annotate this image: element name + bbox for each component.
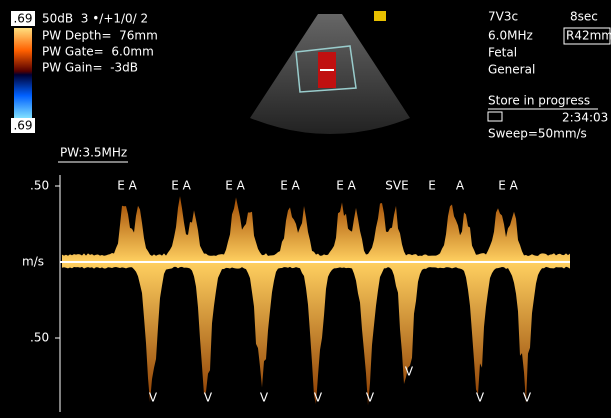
preset: Fetal (488, 46, 517, 60)
event-label: V (314, 391, 323, 405)
sweep: Sweep=50mm/s (488, 127, 587, 141)
clock: 2:34:03 (562, 111, 608, 125)
event-label: V (405, 365, 414, 379)
reverse-flow (62, 262, 570, 405)
store-icon (488, 112, 502, 121)
event-label: E A (498, 179, 518, 193)
event-label: E A (280, 179, 300, 193)
event-label: V (149, 391, 158, 405)
event-label: SVE (385, 179, 408, 193)
event-label: E A (171, 179, 191, 193)
axis-label: .50 (30, 179, 49, 193)
event-label: V (366, 391, 375, 405)
forward-flow (62, 196, 570, 262)
spectral-trace (62, 196, 570, 405)
setting-line: PW Gain= -3dB (42, 61, 138, 75)
setting-line: PW Gate= 6.0mm (42, 45, 154, 59)
mode: PW:3.5MHz (60, 146, 127, 160)
event-label: A (456, 179, 465, 193)
scale-top: .69 (13, 12, 32, 26)
axis-label: .50 (30, 331, 49, 345)
event-label: E A (225, 179, 245, 193)
scale-bottom: .69 (13, 119, 32, 133)
event-label: E A (117, 179, 137, 193)
application: General (488, 63, 535, 77)
event-label: V (204, 391, 213, 405)
frequency: 6.0MHz (488, 29, 533, 43)
status: Store in progress (488, 94, 590, 108)
event-label: E (428, 179, 436, 193)
ultrasound-screen: .69 .69 50dB 3 •/+1/0/ 2 PW Depth= 76mm … (0, 0, 611, 418)
event-label: V (523, 391, 532, 405)
event-label: V (476, 391, 485, 405)
settings: 50dB 3 •/+1/0/ 2 (42, 12, 148, 26)
setting-line: PW Depth= 76mm (42, 29, 158, 43)
marker (374, 11, 386, 21)
event-label: V (260, 391, 269, 405)
color-scale (14, 28, 32, 118)
probe: 7V3c (488, 10, 518, 24)
event-label: E A (336, 179, 356, 193)
time-window: 8sec (570, 10, 598, 24)
axis-label: m/s (22, 255, 44, 269)
radius: R42mm (566, 29, 611, 43)
